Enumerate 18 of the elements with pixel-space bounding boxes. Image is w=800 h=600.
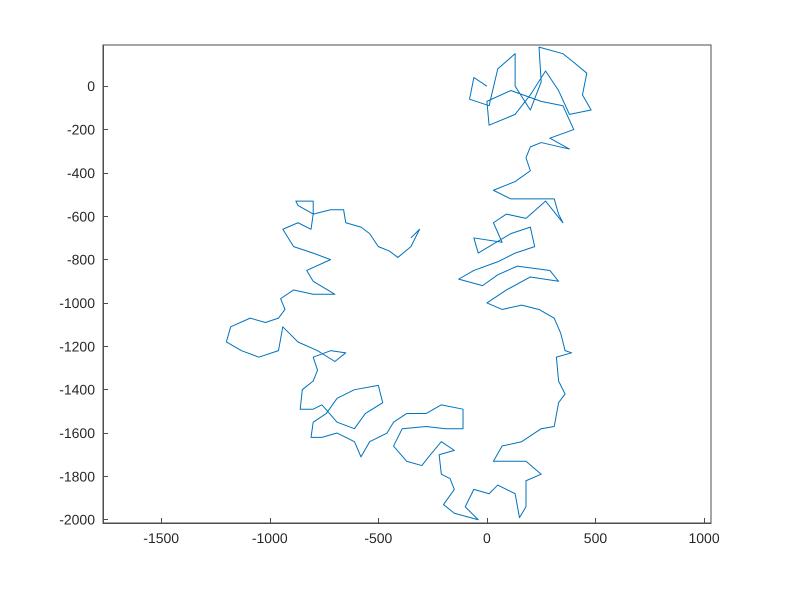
x-tick-label: -1000 bbox=[252, 530, 288, 546]
line-series bbox=[226, 46, 592, 520]
y-tick-label: 0 bbox=[87, 78, 96, 94]
y-tick-label: -400 bbox=[66, 164, 96, 181]
x-tick-label: -500 bbox=[364, 530, 393, 546]
y-tick-label: -1200 bbox=[59, 338, 96, 354]
x-tick-label: 500 bbox=[584, 530, 608, 546]
y-tick-label: -2000 bbox=[59, 512, 96, 528]
y-tick-label: -800 bbox=[66, 252, 96, 268]
x-tick-label: 0 bbox=[483, 530, 492, 546]
y-tick-label: -600 bbox=[66, 208, 96, 224]
y-tick-label: -1600 bbox=[59, 425, 96, 442]
x-tick-label: 1000 bbox=[688, 530, 720, 546]
y-tick-label: -1800 bbox=[59, 468, 96, 484]
y-tick-label: -1400 bbox=[59, 382, 96, 398]
y-tick-label: -1000 bbox=[59, 294, 96, 311]
x-tick-label: -1500 bbox=[143, 530, 180, 546]
y-tick-label: -200 bbox=[66, 122, 96, 138]
